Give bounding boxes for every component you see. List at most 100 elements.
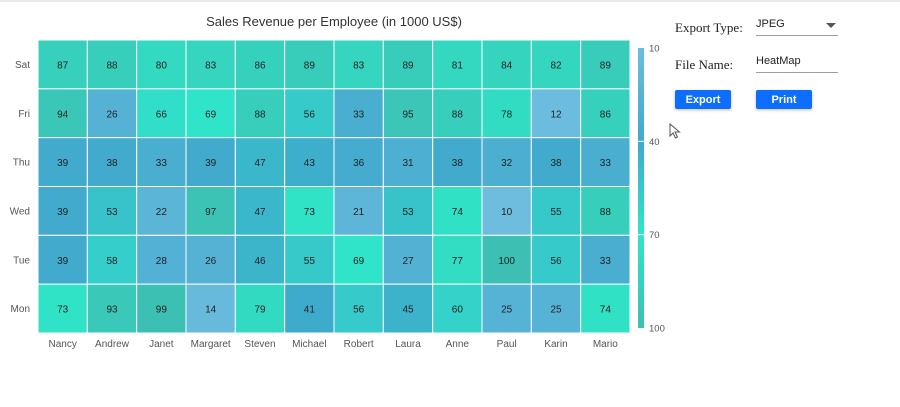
x-axis-tick-label: Margaret bbox=[191, 339, 231, 350]
cell-value-label: 32 bbox=[501, 158, 513, 169]
export-type-dropdown[interactable]: JPEG bbox=[756, 13, 838, 36]
heatmap-cell bbox=[580, 234, 631, 285]
cell-value-label: 88 bbox=[254, 109, 266, 120]
cell-value-label: 25 bbox=[550, 305, 562, 316]
y-axis-tick-label: Wed bbox=[10, 206, 30, 217]
cell-value-label: 38 bbox=[452, 158, 464, 169]
cell-value-label: 88 bbox=[452, 109, 464, 120]
x-axis-tick-label: Robert bbox=[344, 339, 374, 350]
legend-gradient-bar bbox=[638, 48, 644, 328]
x-axis-tick-label: Nancy bbox=[48, 339, 76, 350]
cell-value-label: 73 bbox=[304, 207, 316, 218]
cell-value-label: 38 bbox=[106, 158, 118, 169]
cell-value-label: 41 bbox=[304, 305, 316, 316]
cell-value-label: 36 bbox=[353, 158, 365, 169]
heatmap-svg: 87 88 80 83 86 89 83 89 81 84 82 89 94 26 66 69 88 56 33 95… bbox=[10, 39, 665, 350]
legend-label: 10 bbox=[649, 44, 660, 55]
heatmap-cell bbox=[37, 39, 88, 90]
chart-title: Sales Revenue per Employee (in 1000 US$) bbox=[206, 14, 462, 29]
heatmap-cell bbox=[136, 88, 187, 139]
heatmap-cell bbox=[86, 88, 138, 139]
cell-value-label: 78 bbox=[501, 109, 513, 120]
heatmap-cell bbox=[530, 39, 582, 90]
cell-value-label: 69 bbox=[205, 109, 217, 120]
heatmap-chart: Sales Revenue per Employee (in 1000 US$)… bbox=[10, 14, 665, 350]
cell-value-label: 83 bbox=[205, 60, 217, 71]
cell-value-label: 81 bbox=[452, 60, 464, 71]
file-name-input[interactable] bbox=[756, 50, 838, 73]
cell-value-label: 47 bbox=[254, 158, 266, 169]
heatmap-cell bbox=[185, 88, 236, 139]
heatmap-cell bbox=[284, 283, 335, 334]
cell-value-label: 53 bbox=[106, 207, 118, 218]
cell-value-label: 60 bbox=[452, 305, 464, 316]
y-axis-tick-label: Mon bbox=[11, 304, 30, 315]
x-axis-tick-label: Karin bbox=[544, 339, 567, 350]
heatmap-cell bbox=[333, 39, 384, 90]
cell-value-label: 25 bbox=[501, 305, 513, 316]
heatmap-cell bbox=[37, 283, 88, 334]
cell-value-label: 27 bbox=[402, 256, 414, 267]
heatmap-cell bbox=[234, 186, 286, 236]
heatmap-cell bbox=[530, 88, 582, 139]
legend-label: 40 bbox=[649, 137, 660, 148]
x-axis-tick-label: Steven bbox=[244, 339, 275, 350]
heatmap-cell bbox=[284, 39, 335, 90]
export-button[interactable]: Export bbox=[675, 90, 731, 109]
cell-value-label: 53 bbox=[402, 207, 414, 218]
cell-value-label: 33 bbox=[353, 109, 365, 120]
cell-value-label: 73 bbox=[57, 305, 69, 316]
cell-value-label: 86 bbox=[254, 60, 266, 71]
cell-value-label: 21 bbox=[353, 207, 365, 218]
heatmap-cell bbox=[284, 234, 335, 285]
cell-value-label: 26 bbox=[106, 109, 118, 120]
cell-value-label: 84 bbox=[501, 60, 513, 71]
heatmap-cell bbox=[580, 39, 631, 90]
heatmap-cell bbox=[432, 283, 483, 334]
heatmap-cell bbox=[481, 88, 532, 139]
cell-value-label: 94 bbox=[57, 109, 69, 120]
heatmap-cell bbox=[333, 137, 384, 188]
heatmap-cell bbox=[432, 137, 483, 188]
heatmap-cell bbox=[136, 137, 187, 188]
cell-value-label: 88 bbox=[600, 207, 612, 218]
cell-value-label: 87 bbox=[57, 60, 69, 71]
heatmap-cell bbox=[432, 88, 483, 139]
heatmap-cell bbox=[86, 234, 138, 285]
cell-value-label: 58 bbox=[106, 256, 118, 267]
cell-value-label: 89 bbox=[600, 60, 612, 71]
heatmap-cell bbox=[284, 186, 335, 236]
cell-value-label: 56 bbox=[304, 109, 316, 120]
heatmap-cell bbox=[136, 283, 187, 334]
heatmap-cell bbox=[481, 186, 532, 236]
cell-value-label: 77 bbox=[452, 256, 464, 267]
x-axis-tick-label: Janet bbox=[149, 339, 174, 350]
file-name-label: File Name: bbox=[675, 57, 734, 72]
heatmap-cell bbox=[333, 234, 384, 285]
heatmap-cell bbox=[580, 283, 631, 334]
heatmap-cell bbox=[234, 234, 286, 285]
chevron-down-icon bbox=[826, 23, 836, 28]
heatmap-cell bbox=[284, 88, 335, 139]
y-axis-tick-label: Tue bbox=[13, 255, 30, 266]
top-divider bbox=[0, 0, 900, 2]
heatmap-cell bbox=[382, 234, 434, 285]
cell-value-label: 43 bbox=[304, 158, 316, 169]
cell-value-label: 39 bbox=[57, 158, 69, 169]
export-type-label: Export Type: bbox=[675, 20, 743, 35]
cell-value-label: 56 bbox=[353, 305, 365, 316]
cell-value-label: 99 bbox=[156, 305, 168, 316]
cell-value-label: 39 bbox=[57, 256, 69, 267]
print-button[interactable]: Print bbox=[756, 90, 812, 109]
heatmap-cell bbox=[234, 283, 286, 334]
heatmap-cell bbox=[530, 283, 582, 334]
export-panel: Export Type: JPEG File Name: Export Prin… bbox=[675, 0, 900, 407]
cell-value-label: 38 bbox=[550, 158, 562, 169]
cell-value-label: 74 bbox=[600, 305, 612, 316]
heatmap-cell bbox=[580, 137, 631, 188]
cell-value-label: 82 bbox=[550, 60, 562, 71]
heatmap-cell bbox=[382, 283, 434, 334]
cell-value-label: 89 bbox=[304, 60, 316, 71]
legend-label: 70 bbox=[649, 230, 660, 241]
heatmap-cell bbox=[185, 39, 236, 90]
